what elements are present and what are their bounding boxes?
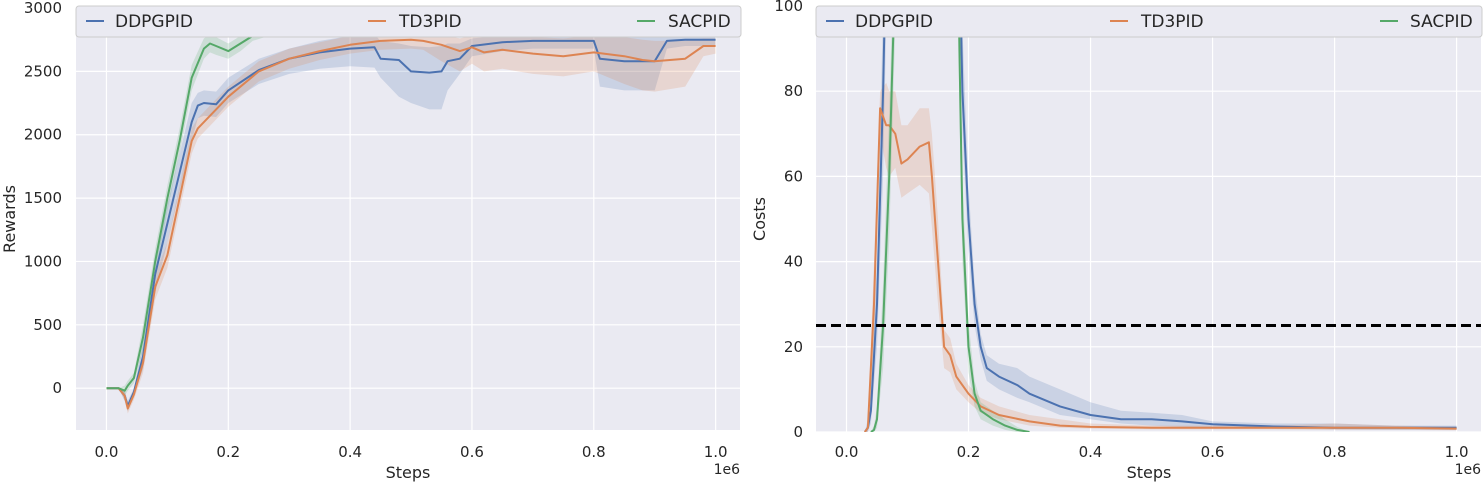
costs-td3pid-band <box>864 82 1457 432</box>
costs-td3pid-line <box>863 107 1457 432</box>
rewards-grid <box>76 7 740 430</box>
rewards-td3pid-line <box>106 38 716 410</box>
rewards-y-tick-label: 1000 <box>24 252 62 270</box>
rewards-x-axis-label: Steps <box>386 463 431 482</box>
rewards-legend-box <box>75 5 742 38</box>
costs-sacpid-line <box>870 6 1030 432</box>
costs-y-tick-label: 0 <box>793 423 803 441</box>
costs-plot-background <box>816 6 1481 432</box>
rewards-x-tick-label: 0.6 <box>460 443 484 461</box>
costs-bands <box>864 6 1457 432</box>
rewards-legend-sacpid-label: SACPID <box>668 12 731 32</box>
rewards-x-tick-label: 0.0 <box>95 443 119 461</box>
costs-y-tick-label: 60 <box>784 167 803 185</box>
costs-x-tick-label: 0.4 <box>1079 443 1103 461</box>
costs-y-tick-label: 80 <box>784 82 803 100</box>
rewards-ddpgpid-band <box>106 33 716 412</box>
rewards-bands <box>106 25 716 414</box>
rewards-x-tick-label: 0.4 <box>338 443 362 461</box>
rewards-y-tick-label: 2000 <box>24 126 62 144</box>
rewards-legend-ddpgpid-label: DDPGPID <box>115 12 193 32</box>
rewards-y-tick-label: 0 <box>52 379 62 397</box>
rewards-y-ticks: 0 500 1000 1500 2000 2500 3000 <box>24 0 62 397</box>
costs-x-axis-label: Steps <box>1127 463 1172 482</box>
rewards-legend-td3pid-label: TD3PID <box>398 12 462 32</box>
costs-legend-box <box>815 5 1483 38</box>
rewards-panel: 0.0 0.2 0.4 0.6 0.8 1.0 0 500 1000 1500 2000 2500 3… <box>0 0 742 482</box>
costs-ddpgpid-line <box>863 6 1457 432</box>
costs-y-axis-label: Costs <box>750 197 769 241</box>
rewards-y-tick-label: 500 <box>33 316 62 334</box>
costs-x-tick-label: 0.8 <box>1323 443 1347 461</box>
rewards-sacpid-band <box>106 25 442 396</box>
costs-panel: 0.0 0.2 0.4 0.6 0.8 1.0 0 20 40 60 80 100 Steps Co… <box>750 0 1483 482</box>
costs-x-tick-label: 1.0 <box>1445 443 1469 461</box>
costs-legend-td3pid-label: TD3PID <box>1140 12 1204 32</box>
rewards-y-tick-label: 2500 <box>24 62 62 80</box>
rewards-y-tick-label: 1500 <box>24 189 62 207</box>
rewards-x-tick-label: 0.2 <box>216 443 240 461</box>
costs-y-ticks: 0 20 40 60 80 100 <box>774 0 803 441</box>
costs-y-tick-label: 20 <box>784 338 803 356</box>
rewards-x-tick-label: 1.0 <box>704 443 728 461</box>
costs-x-tick-label: 0.0 <box>835 443 859 461</box>
costs-x-tick-label: 0.2 <box>957 443 981 461</box>
costs-y-tick-label: 40 <box>784 253 803 271</box>
costs-legend: DDPGPID TD3PID SACPID <box>815 5 1483 38</box>
rewards-plot-background <box>76 8 740 430</box>
rewards-y-axis-label: Rewards <box>0 185 19 253</box>
costs-x-tick-label: 0.6 <box>1201 443 1225 461</box>
rewards-ddpgpid-line <box>106 38 716 407</box>
costs-lines <box>863 6 1457 432</box>
costs-legend-sacpid-label: SACPID <box>1410 12 1473 32</box>
costs-legend-ddpgpid-label: DDPGPID <box>855 12 933 32</box>
rewards-x-tick-label: 0.8 <box>582 443 606 461</box>
rewards-td3pid-band <box>106 32 716 414</box>
rewards-y-tick-label: 3000 <box>24 0 62 17</box>
costs-y-tick-label: 100 <box>774 0 803 15</box>
rewards-legend: DDPGPID TD3PID SACPID <box>75 5 742 38</box>
rewards-x-offset-label: 1e6 <box>714 462 741 478</box>
costs-x-offset-label: 1e6 <box>1455 462 1482 478</box>
rewards-x-ticks: 0.0 0.2 0.4 0.6 0.8 1.0 <box>95 443 728 461</box>
costs-x-ticks: 0.0 0.2 0.4 0.6 0.8 1.0 <box>835 443 1469 461</box>
